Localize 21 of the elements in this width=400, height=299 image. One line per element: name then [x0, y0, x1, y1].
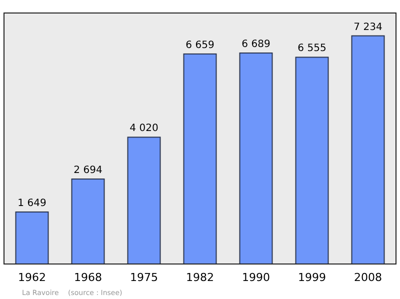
data-label: 2 694 — [74, 165, 102, 176]
data-label: 6 689 — [242, 39, 270, 50]
x-tick-label: 2008 — [354, 271, 382, 284]
data-label: 1 649 — [18, 198, 46, 209]
bar — [183, 53, 217, 264]
x-tick-label: 1962 — [18, 271, 46, 284]
bar — [127, 136, 161, 264]
data-label: 7 234 — [354, 22, 382, 33]
bar — [15, 211, 49, 264]
data-label: 6 659 — [186, 40, 214, 51]
bar — [351, 35, 385, 264]
bar — [239, 52, 273, 264]
bar — [71, 178, 105, 264]
x-tick-label: 1990 — [242, 271, 270, 284]
data-label: 4 020 — [130, 123, 158, 134]
x-tick-label: 1982 — [186, 271, 214, 284]
x-tick-label: 1975 — [130, 271, 158, 284]
x-tick-label: 1999 — [298, 271, 326, 284]
data-label: 6 555 — [298, 43, 326, 54]
bar — [295, 56, 329, 264]
x-tick-label: 1968 — [74, 271, 102, 284]
